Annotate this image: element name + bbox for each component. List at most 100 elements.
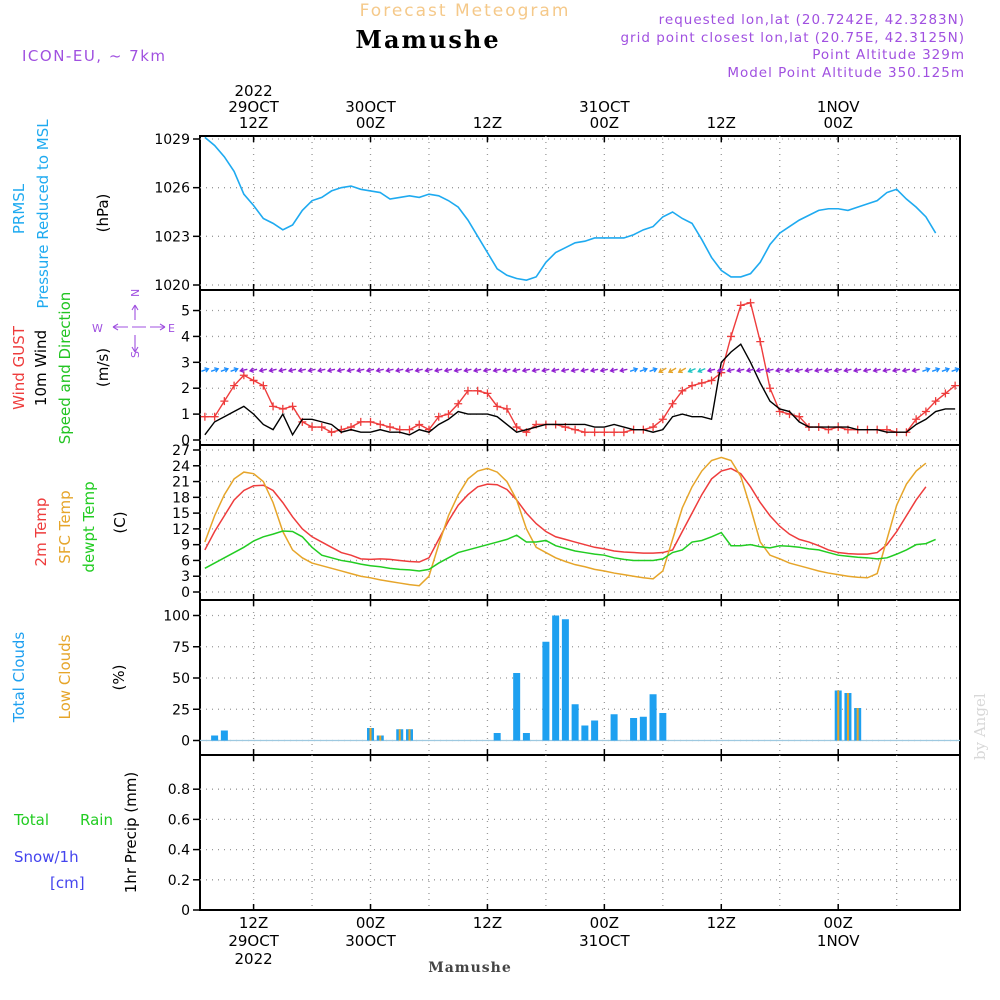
wind-direction-arrow (951, 367, 960, 373)
wind-direction-arrow (814, 367, 823, 374)
bottom-time-label: 29OCT (228, 932, 279, 950)
low-cloud-bar (837, 690, 840, 741)
pressure-panel: 1020 1023 1026 1029 (154, 132, 961, 294)
wind-direction-arrow (258, 367, 267, 374)
wind-direction-arrow (201, 367, 210, 373)
wind-direction-arrow (736, 367, 745, 374)
wind-ylabel: (m/s) (94, 348, 112, 387)
wind-direction-arrow (862, 367, 872, 374)
wind-direction-arrow (716, 367, 725, 374)
compass-south: S (129, 351, 142, 358)
gust-point (386, 423, 394, 432)
total-cloud-bar (211, 735, 219, 741)
gust-point (727, 332, 736, 341)
wind-direction-arrow (453, 367, 462, 374)
wind-direction-arrow (424, 367, 433, 374)
app-title: Forecast Meteogram (360, 1, 571, 21)
wind-direction-arrow (570, 367, 579, 374)
top-time-label: 00Z (356, 114, 385, 132)
credit-watermark: by Angel (971, 693, 989, 760)
wind-direction-arrow (649, 367, 658, 373)
gust-point (746, 298, 755, 307)
gust-point (921, 407, 930, 416)
wind-direction-arrow (375, 367, 384, 374)
total-cloud-bar (639, 716, 647, 741)
wind-direction-arrow (794, 367, 803, 374)
wind-direction-arrow (589, 367, 599, 374)
wind-direction-arrow (463, 367, 472, 374)
total-cloud-bar (591, 720, 599, 741)
wind-direction-arrow (599, 367, 609, 374)
gust-point (200, 412, 209, 421)
wind-direction-arrow (784, 367, 794, 374)
bottom-time-label: 00Z (824, 914, 853, 932)
wind-direction-arrow (511, 367, 521, 374)
total-cloud-bar (522, 733, 530, 741)
wind-direction-arrow (922, 367, 931, 373)
wind-direction-arrow (560, 367, 570, 374)
low-cloud-bar (846, 693, 849, 741)
gust-point (590, 428, 599, 437)
total-cloud-bar (561, 619, 569, 741)
sfc-temp-line (204, 456, 927, 587)
temperature-ytick-label: 9 (181, 538, 190, 554)
total-cloud-bar (493, 733, 501, 741)
gust-point (493, 402, 502, 411)
wind-speed-dir-label: Speed and Direction (56, 292, 74, 445)
wind-direction-arrow (755, 367, 764, 374)
total-clouds-label: Total Clouds (10, 632, 28, 724)
wind-gust-label: Wind GUST (10, 325, 28, 410)
wind-direction-arrow (297, 367, 306, 374)
total-cloud-bar (552, 615, 560, 741)
total-cloud-bar (659, 713, 667, 741)
bottom-time-label: 12Z (707, 914, 736, 932)
total-cloud-bar (542, 641, 550, 741)
wind-direction-arrow (239, 367, 248, 374)
total-cloud-bar (581, 725, 589, 741)
low-cloud-bar (379, 735, 382, 741)
wind-ytick-label: 5 (181, 304, 190, 320)
wind-direction-arrow (931, 367, 941, 373)
wind-direction-arrow (667, 367, 677, 374)
low-clouds-label: Low Clouds (56, 634, 74, 719)
gust-point (668, 399, 677, 408)
bottom-time-label: 12Z (239, 914, 268, 932)
wind-direction-arrow (833, 367, 842, 374)
gust-point (376, 420, 385, 429)
low-cloud-bar (398, 729, 401, 741)
low-cloud-bar (408, 729, 411, 741)
top-time-label: 12Z (239, 114, 268, 132)
gust-point (327, 428, 336, 437)
top-time-label: 1NOV (817, 98, 860, 116)
wind-frame (199, 289, 961, 446)
clouds-ylabel: (%) (110, 665, 128, 691)
pressure-ytick-label: 1023 (154, 229, 190, 245)
wind-direction-arrow (852, 367, 862, 374)
gust-point (249, 376, 258, 385)
model-name: ICON-EU, ~ 7km (22, 47, 167, 65)
clouds-ytick-label: 50 (172, 671, 190, 687)
low-cloud-bar (856, 708, 859, 741)
gust-point (688, 381, 697, 390)
top-time-label: 12Z (707, 114, 736, 132)
wind-direction-arrow (278, 367, 287, 374)
temperature-ytick-label: 21 (172, 475, 190, 491)
gust-point (951, 381, 960, 390)
gust-point (230, 381, 239, 390)
wind-direction-arrow (609, 367, 618, 374)
bottom-time-label: 1NOV (817, 932, 860, 950)
wind-direction-arrow (248, 367, 258, 374)
gust-point (259, 381, 268, 390)
top-time-label: 31OCT (579, 98, 630, 116)
gust-point (600, 428, 609, 437)
wind-direction-arrow (210, 367, 220, 373)
pressure-ytick-label: 1026 (154, 181, 190, 197)
pressure-ytick-label: 1029 (154, 132, 190, 148)
wind-direction-arrow (726, 367, 735, 374)
wind-direction-arrow (434, 367, 443, 374)
clouds-panel: 0 25 50 75 100 (163, 599, 961, 756)
precip-ytick-label: 0 (181, 903, 190, 919)
